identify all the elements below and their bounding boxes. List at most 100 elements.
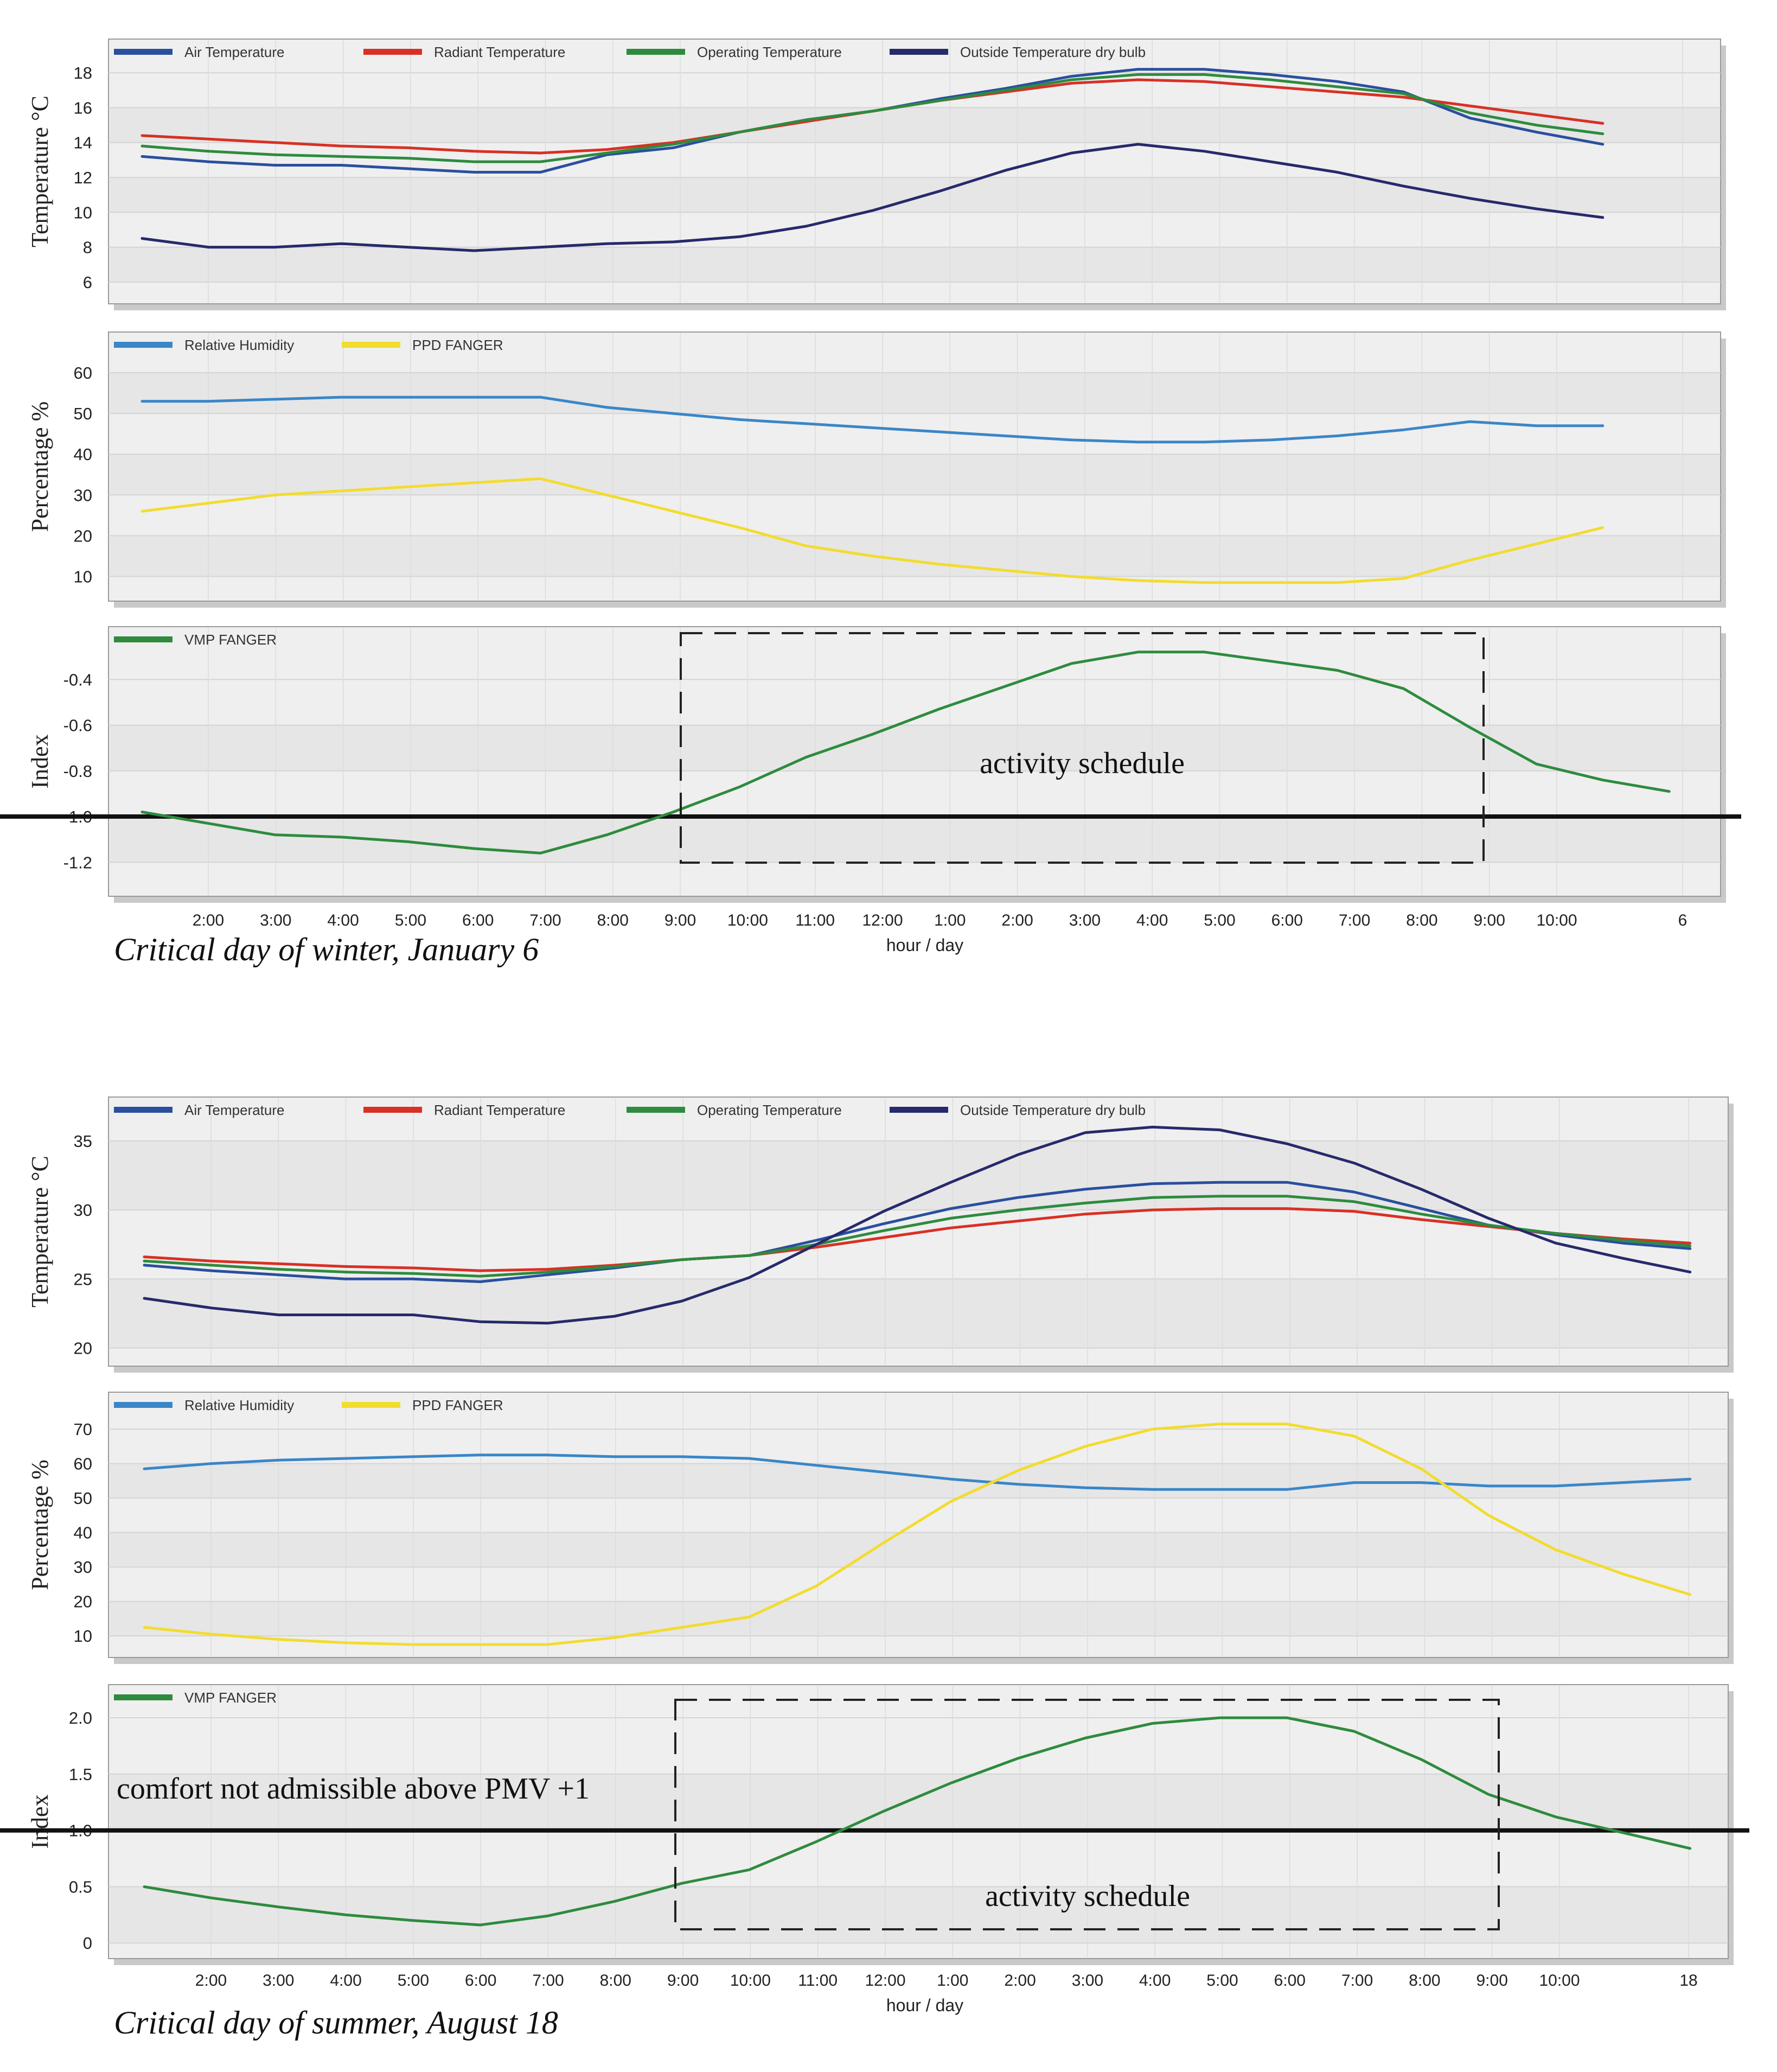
y-tick-label: 12 [74, 168, 92, 187]
grid-band [110, 1886, 1727, 1943]
y-tick-label: -0.8 [63, 762, 92, 781]
legend-swatch [114, 342, 172, 348]
legend-label: Radiant Temperature [434, 44, 565, 60]
legend-swatch [627, 49, 685, 55]
grid-band [110, 1140, 1727, 1210]
x-tick-label: 7:00 [1341, 1972, 1373, 1990]
legend-swatch [342, 1402, 400, 1408]
legend-label: Radiant Temperature [434, 1102, 565, 1118]
legend-swatch [114, 636, 172, 642]
legend-label: PPD FANGER [412, 1397, 503, 1413]
x-tick-label: 2:00 [193, 911, 224, 929]
legend-swatch [890, 1107, 948, 1113]
y-tick-label: 16 [74, 98, 92, 117]
x-tick-label: 9:00 [1476, 1972, 1508, 1990]
y-tick-label: 25 [74, 1270, 92, 1289]
legend-label: Operating Temperature [697, 1102, 842, 1118]
x-tick-label: 1:00 [934, 911, 966, 929]
grid-band [110, 373, 1720, 414]
x-tick-label: 2:00 [195, 1972, 227, 1990]
summer-percentage-panel: 10 20 30 40 50 60 70 Percentage % Relative Humid… [27, 1392, 1734, 1664]
pmv-threshold-label: comfort not admissible above PMV +1 [117, 1772, 590, 1806]
series-line-radiant [143, 1207, 1692, 1272]
x-tick-label: 6 [1678, 911, 1687, 929]
series-line-pmv [140, 651, 1671, 855]
y-axis-label: Percentage % [27, 1459, 53, 1590]
legend-swatch [114, 1694, 172, 1700]
x-tick-label: 8:00 [597, 911, 629, 929]
y-tick-label: 50 [74, 1489, 92, 1508]
chart-caption: Critical day of winter, January 6 [114, 932, 539, 967]
x-tick-label: 5:00 [395, 911, 426, 929]
series-line-operating [143, 1195, 1692, 1278]
legend-swatch [114, 1107, 172, 1113]
x-tick-label: 3:00 [260, 911, 291, 929]
series-line-operating [140, 73, 1605, 163]
legend-swatch [342, 342, 400, 348]
x-tick-label: 6:00 [465, 1972, 496, 1990]
x-tick-label: 10:00 [1536, 911, 1577, 929]
series-line-ppd [143, 1423, 1692, 1646]
grid-band [110, 1279, 1727, 1348]
y-tick-label: 60 [74, 364, 92, 382]
activity-schedule-box [680, 632, 1485, 864]
series-line-outside [140, 143, 1605, 252]
x-tick-label: 6:00 [1271, 911, 1303, 929]
y-tick-label: 70 [74, 1420, 92, 1439]
y-axis-label: Index [27, 1794, 53, 1848]
y-axis-label: Index [27, 734, 53, 788]
y-tick-label: 1.5 [69, 1765, 92, 1784]
y-tick-label: 30 [74, 1201, 92, 1220]
y-tick-label: 10 [74, 203, 92, 222]
legend-label: Outside Temperature dry bulb [960, 1102, 1146, 1118]
x-axis-label: hour / day [886, 1996, 963, 2015]
legend-label: VMP FANGER [184, 1690, 277, 1706]
grid-band [110, 1532, 1727, 1567]
y-tick-label: 10 [74, 567, 92, 586]
legend-swatch [890, 49, 948, 55]
x-tick-label: 8:00 [1409, 1972, 1440, 1990]
legend-label: PPD FANGER [412, 337, 503, 353]
x-tick-label: 2:00 [1001, 911, 1033, 929]
x-tick-label: 5:00 [398, 1972, 429, 1990]
x-tick-label: 8:00 [600, 1972, 631, 1990]
x-tick-label: 3:00 [1069, 911, 1101, 929]
legend-swatch [363, 1107, 422, 1113]
y-tick-label: 0 [83, 1934, 92, 1953]
x-tick-label: 7:00 [529, 911, 561, 929]
x-tick-label: 11:00 [798, 1972, 838, 1990]
y-tick-label: 10 [74, 1627, 92, 1646]
x-tick-label: 9:00 [667, 1972, 699, 1990]
activity-schedule-box [674, 1699, 1500, 1930]
y-tick-label: 50 [74, 404, 92, 423]
series-line-ppd [140, 477, 1605, 584]
x-tick-label: 9:00 [664, 911, 696, 929]
x-tick-label: 4:00 [330, 1972, 361, 1990]
x-tick-label: 6:00 [462, 911, 494, 929]
grid-band [110, 177, 1720, 213]
x-tick-label: 1:00 [937, 1972, 968, 1990]
x-tick-label: 4:00 [1139, 1972, 1171, 1990]
x-tick-label: 6:00 [1274, 1972, 1306, 1990]
x-tick-label: 3:00 [1072, 1972, 1103, 1990]
x-tick-label: 11:00 [795, 911, 835, 929]
x-tick-label: 5:00 [1206, 1972, 1238, 1990]
series-line-air [143, 1181, 1692, 1283]
y-tick-label: 20 [74, 1339, 92, 1358]
legend-label: Outside Temperature dry bulb [960, 44, 1146, 60]
legend-label: Operating Temperature [697, 44, 842, 60]
x-tick-label: 10:00 [1539, 1972, 1580, 1990]
x-tick-label: 12:00 [862, 911, 903, 929]
legend-label: Relative Humidity [184, 337, 294, 353]
x-tick-label: 8:00 [1406, 911, 1437, 929]
grid-band [110, 535, 1720, 577]
y-tick-label: 30 [74, 1558, 92, 1577]
x-tick-label: 7:00 [1339, 911, 1370, 929]
y-tick-label: -0.6 [63, 716, 92, 735]
y-tick-label: 30 [74, 486, 92, 505]
x-axis-label: hour / day [886, 935, 963, 955]
activity-schedule-label: activity schedule [980, 747, 1185, 780]
grid-band [110, 454, 1720, 495]
series-line-pmv [143, 1716, 1692, 1927]
y-axis-label: Temperature °C [27, 1156, 53, 1308]
